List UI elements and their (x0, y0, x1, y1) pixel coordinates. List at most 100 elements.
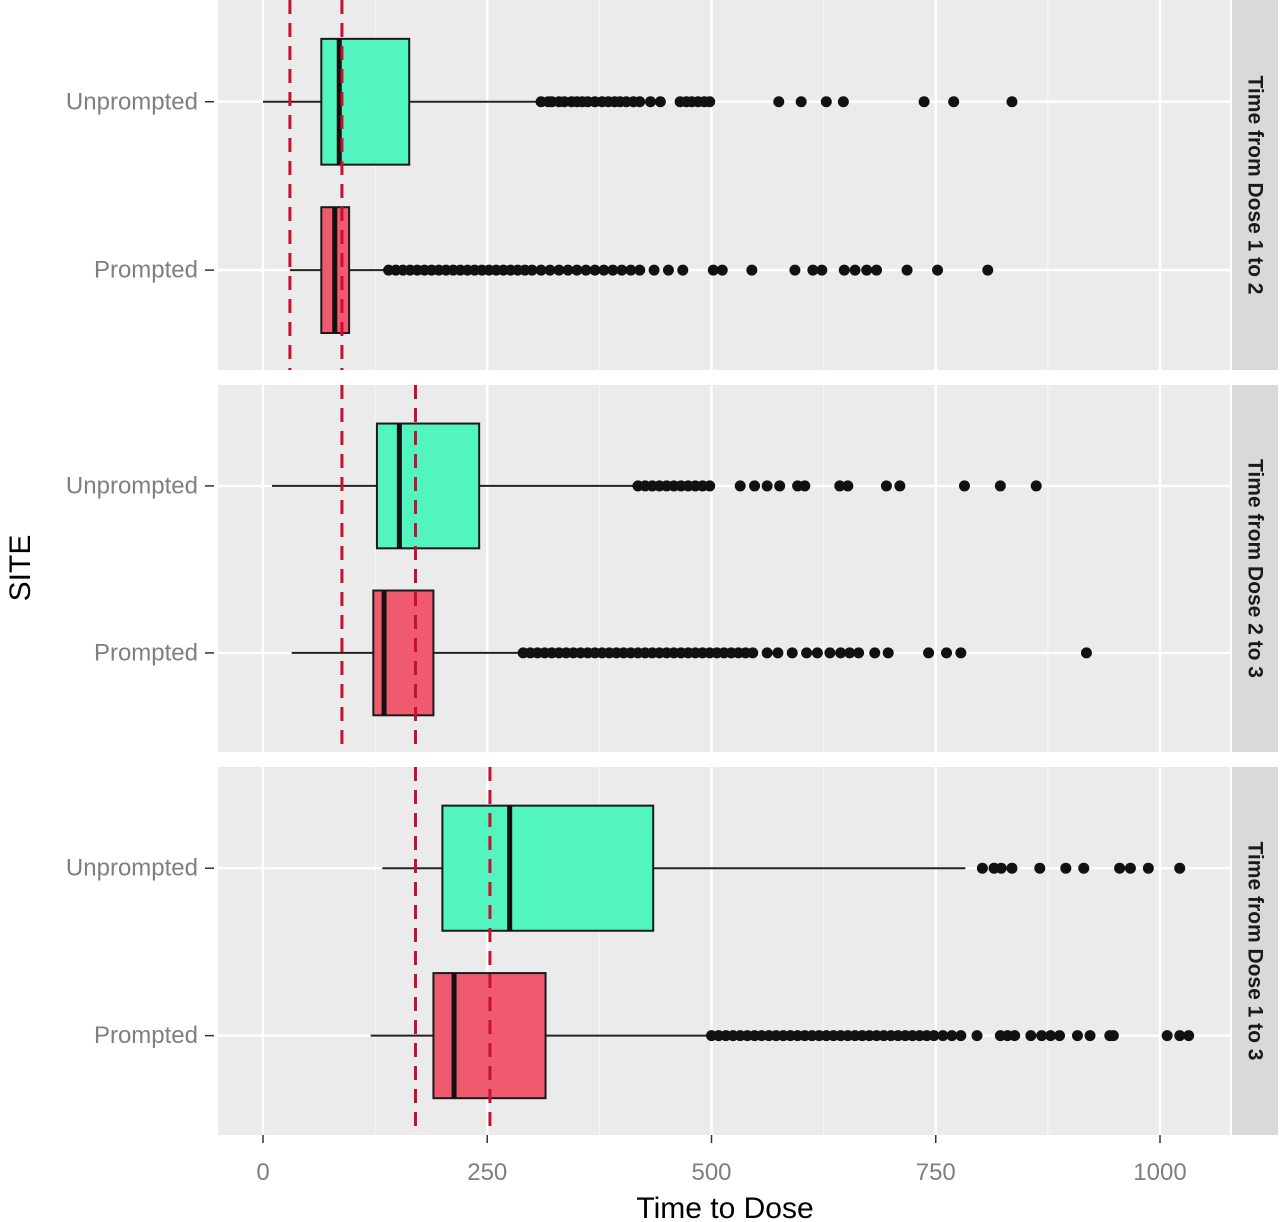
outlier-point (526, 264, 538, 276)
outlier-point (795, 96, 807, 108)
outlier-point (1174, 862, 1186, 874)
outlier-point (811, 647, 823, 659)
outlier-point (976, 862, 988, 874)
outlier-point (607, 264, 619, 276)
outlier-point (747, 647, 759, 659)
x-tick-label: 0 (256, 1159, 269, 1186)
outlier-point (1054, 1030, 1066, 1042)
y-category-label: Prompted (94, 1022, 198, 1049)
x-tick-label: 250 (467, 1159, 507, 1186)
outlier-point (1124, 862, 1136, 874)
outlier-point (598, 264, 610, 276)
outlier-point (807, 264, 819, 276)
facet-strip (1232, 767, 1278, 1135)
x-tick-label: 500 (691, 1159, 731, 1186)
outlier-point (994, 480, 1006, 492)
outlier-point (1030, 480, 1042, 492)
outlier-point (799, 480, 811, 492)
outlier-point (837, 96, 849, 108)
outlier-point (1006, 96, 1018, 108)
outlier-point (1025, 1030, 1037, 1042)
outlier-point (625, 264, 637, 276)
outlier-point (995, 862, 1007, 874)
outlier-point (946, 1030, 958, 1042)
y-axis-title: SITE (4, 535, 37, 602)
outlier-point (1060, 862, 1072, 874)
y-category-label: Prompted (94, 257, 198, 284)
outlier-point (853, 647, 865, 659)
outlier-point (955, 1030, 967, 1042)
panel-background (218, 385, 1230, 752)
outlier-point (880, 480, 892, 492)
x-tick-label: 1000 (1133, 1159, 1186, 1186)
outlier-point (928, 1030, 940, 1042)
outlier-point (816, 264, 828, 276)
outlier-point (849, 264, 861, 276)
outlier-point (716, 264, 728, 276)
outlier-point (746, 264, 758, 276)
outlier-point (1078, 862, 1090, 874)
outlier-point (562, 264, 574, 276)
outlier-point (707, 264, 719, 276)
outlier-point (544, 264, 556, 276)
box-iqr (441, 804, 655, 932)
facet-strip-label: Time from Dose 1 to 2 (1244, 75, 1267, 294)
outlier-point (918, 96, 930, 108)
outlier-point (842, 480, 854, 492)
box-iqr (320, 37, 411, 166)
outlier-point (704, 96, 716, 108)
outlier-point (580, 264, 592, 276)
outlier-point (894, 480, 906, 492)
outlier-point (1036, 1030, 1048, 1042)
outlier-point (941, 647, 953, 659)
outlier-point (1045, 1030, 1057, 1042)
outlier-point (1142, 862, 1154, 874)
outlier-point (1071, 1030, 1083, 1042)
outlier-point (589, 264, 601, 276)
outlier-point (772, 647, 784, 659)
outlier-point (774, 480, 786, 492)
y-category-label: Prompted (94, 639, 198, 666)
outlier-point (1183, 1030, 1195, 1042)
outlier-point (937, 1030, 949, 1042)
outlier-point (616, 264, 628, 276)
box-iqr (375, 422, 481, 550)
outlier-point (948, 96, 960, 108)
outlier-point (1006, 862, 1018, 874)
outlier-point (662, 264, 674, 276)
outlier-point (932, 264, 944, 276)
facet-strip-label: Time from Dose 1 to 3 (1244, 841, 1267, 1060)
outlier-point (844, 647, 856, 659)
outlier-point (1107, 1030, 1119, 1042)
outlier-point (801, 647, 813, 659)
outlier-point (553, 264, 565, 276)
outlier-point (982, 264, 994, 276)
outlier-point (773, 96, 785, 108)
outlier-point (861, 264, 873, 276)
outlier-point (786, 647, 798, 659)
outlier-point (820, 96, 832, 108)
outlier-point (761, 647, 773, 659)
outlier-point (923, 647, 935, 659)
outlier-point (869, 647, 881, 659)
y-category-label: Unprompted (66, 472, 198, 499)
outlier-point (654, 96, 666, 108)
outlier-point (761, 480, 773, 492)
facet-strip (1232, 0, 1278, 370)
outlier-point (1161, 1030, 1173, 1042)
outlier-point (704, 480, 716, 492)
outlier-point (1114, 862, 1126, 874)
outlier-point (834, 480, 846, 492)
outlier-point (871, 264, 883, 276)
outlier-point (734, 480, 746, 492)
outlier-point (835, 647, 847, 659)
outlier-point (955, 647, 967, 659)
outlier-point (749, 480, 761, 492)
outlier-point (882, 647, 894, 659)
outlier-point (971, 1030, 983, 1042)
outlier-point (1174, 1030, 1186, 1042)
y-category-label: Unprompted (66, 855, 198, 882)
outlier-point (838, 264, 850, 276)
outlier-point (958, 480, 970, 492)
